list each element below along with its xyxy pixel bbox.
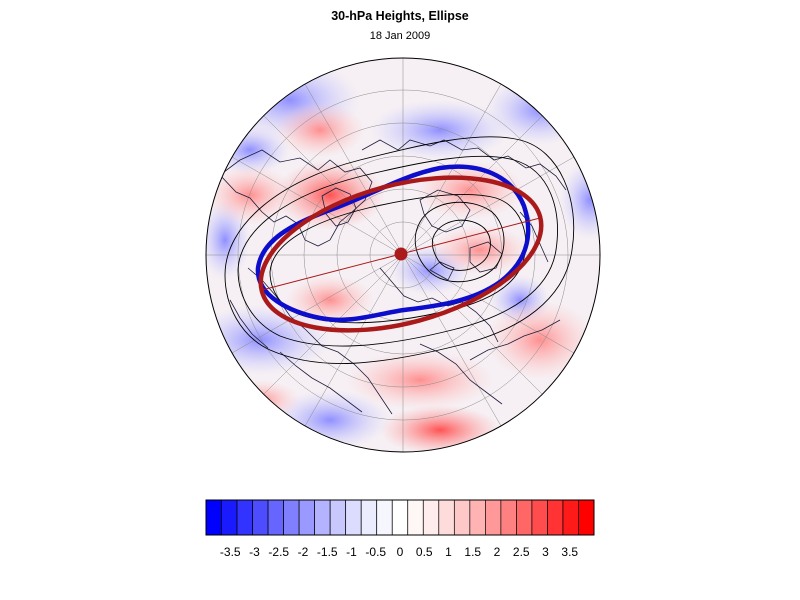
colorbar-boxes bbox=[205, 499, 595, 536]
colorbar-box bbox=[391, 499, 409, 536]
map-boundary bbox=[205, 57, 601, 453]
colorbar-tick-label: -1.5 bbox=[317, 545, 338, 559]
colorbar-tick-label: 1 bbox=[445, 545, 452, 559]
colorbar-box bbox=[252, 499, 269, 536]
colorbar-box bbox=[500, 499, 517, 536]
colorbar-box bbox=[453, 499, 471, 536]
colorbar-tick-label: -2 bbox=[298, 545, 309, 559]
ellipse-center-dot bbox=[394, 247, 408, 261]
colorbar-box bbox=[205, 499, 222, 536]
colorbar-tick-label: -3.5 bbox=[220, 545, 241, 559]
colorbar-box bbox=[531, 499, 548, 536]
colorbar-box bbox=[469, 499, 486, 536]
colorbar-box bbox=[562, 499, 579, 536]
colorbar-box bbox=[267, 499, 284, 536]
colorbar-box bbox=[407, 499, 424, 536]
fitted-ellipse bbox=[258, 175, 544, 333]
colorbar-tick-label: -0.5 bbox=[365, 545, 386, 559]
colorbar-box bbox=[236, 499, 253, 536]
colorbar-box bbox=[283, 499, 300, 536]
coastlines bbox=[219, 139, 567, 415]
colorbar-box bbox=[314, 499, 331, 536]
figure-subtitle: 18 Jan 2009 bbox=[369, 30, 431, 42]
colorbar-frame bbox=[205, 499, 595, 536]
colorbar-tick-label: -2.5 bbox=[268, 545, 289, 559]
ellipse-outline bbox=[258, 175, 544, 333]
vortex-edge-contour bbox=[255, 164, 531, 323]
colorbar-tick-label: 2 bbox=[494, 545, 501, 559]
colorbar-box bbox=[360, 499, 378, 536]
colorbar-box bbox=[345, 499, 362, 536]
colorbar-box bbox=[516, 499, 533, 536]
colorbar-box bbox=[329, 499, 347, 536]
colorbar-tick-label: -3 bbox=[249, 545, 260, 559]
colorbar-box bbox=[578, 499, 595, 536]
colorbar-labels: -3.5 -3 -2.5 -2 -1.5 -1 -0.5 0 0.5 1 1.5 2 2.5 3 3.5 bbox=[220, 545, 579, 559]
colorbar-tick-label: -1 bbox=[346, 545, 357, 559]
colorbar-box bbox=[298, 499, 315, 536]
colorbar-box bbox=[422, 499, 440, 536]
colorbar-tick-label: 0.5 bbox=[416, 545, 433, 559]
colorbar-tick-label: 1.5 bbox=[464, 545, 481, 559]
colorbar-tick-label: 0 bbox=[397, 545, 404, 559]
colorbar-box bbox=[376, 499, 393, 536]
colorbar-tick-label: 3 bbox=[542, 545, 549, 559]
colorbar-tick-label: 2.5 bbox=[513, 545, 530, 559]
colorbar-box bbox=[438, 499, 455, 536]
figure-title: 30-hPa Heights, Ellipse bbox=[331, 9, 469, 23]
colorbar-box bbox=[547, 499, 564, 536]
colorbar-tick-label: 3.5 bbox=[561, 545, 578, 559]
colorbar-box bbox=[485, 499, 502, 536]
colorbar-box bbox=[221, 499, 238, 536]
